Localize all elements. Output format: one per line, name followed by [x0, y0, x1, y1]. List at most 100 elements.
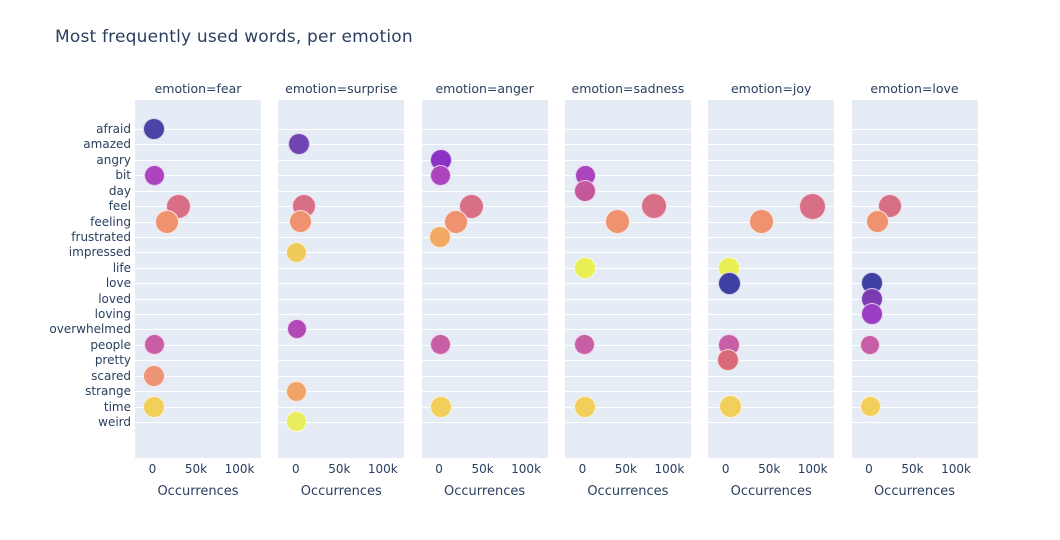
gridline	[564, 406, 691, 408]
gridline	[564, 129, 691, 130]
y-axis-label: feel	[108, 199, 131, 214]
data-point[interactable]	[640, 193, 667, 220]
gridline	[564, 175, 691, 177]
y-axis-label: frustrated	[71, 229, 131, 244]
gridline	[135, 190, 261, 192]
data-point[interactable]	[860, 303, 883, 326]
x-tick-label: 50k	[471, 462, 494, 476]
y-axis-label: weird	[98, 414, 131, 429]
data-point[interactable]	[428, 225, 451, 248]
gridline	[564, 252, 691, 254]
data-point[interactable]	[443, 209, 468, 234]
data-point[interactable]	[717, 349, 740, 372]
data-point[interactable]	[143, 395, 166, 418]
gridline	[135, 298, 261, 300]
gridline	[851, 298, 978, 300]
data-point[interactable]	[143, 334, 165, 356]
gridline	[421, 221, 548, 223]
gridline	[708, 298, 835, 300]
x-tick-label: 0	[865, 462, 873, 476]
gridline	[851, 267, 978, 269]
gridline	[564, 236, 691, 238]
gridline	[708, 421, 835, 423]
gridline	[135, 329, 261, 331]
gridline	[851, 236, 978, 238]
data-point[interactable]	[288, 210, 312, 234]
x-tick-label: 100k	[511, 462, 542, 476]
data-point[interactable]	[430, 334, 452, 356]
data-point[interactable]	[286, 241, 308, 263]
data-point[interactable]	[799, 192, 827, 220]
y-axis-label: loved	[98, 291, 131, 306]
gridline	[851, 360, 978, 362]
data-point[interactable]	[718, 395, 742, 419]
gridline	[278, 344, 405, 346]
gridline	[708, 406, 835, 408]
data-point[interactable]	[288, 133, 311, 156]
data-point[interactable]	[143, 164, 165, 186]
y-axis-label: pretty	[94, 353, 131, 368]
gridline	[421, 406, 548, 408]
y-axis-label: feeling	[90, 214, 131, 229]
x-tick-label: 50k	[328, 462, 351, 476]
gridline	[135, 175, 261, 177]
gridline	[421, 267, 548, 269]
data-point[interactable]	[574, 395, 596, 418]
data-point[interactable]	[604, 209, 630, 235]
gridline	[278, 175, 405, 177]
gridline	[564, 360, 691, 362]
gridline	[851, 129, 978, 130]
x-tick-label: 0	[291, 462, 300, 476]
data-point[interactable]	[143, 118, 166, 140]
gridline	[278, 421, 405, 423]
gridline	[278, 391, 405, 393]
gridline	[278, 283, 405, 285]
gridline	[851, 221, 978, 223]
gridline	[135, 344, 261, 346]
gridline	[851, 344, 978, 346]
gridline	[564, 314, 691, 316]
facet-header: emotion=surprise	[285, 81, 398, 96]
gridline	[421, 391, 548, 393]
gridline	[421, 129, 548, 130]
data-point[interactable]	[573, 334, 595, 356]
data-point[interactable]	[286, 411, 308, 433]
gridline	[708, 159, 835, 161]
data-point[interactable]	[143, 364, 166, 387]
data-point[interactable]	[574, 256, 596, 279]
data-point[interactable]	[429, 395, 452, 418]
gridline	[564, 190, 691, 192]
y-axis-label: love	[105, 276, 131, 291]
gridline	[278, 144, 405, 146]
data-point[interactable]	[286, 319, 307, 340]
gridline	[135, 375, 261, 377]
gridline	[278, 159, 405, 161]
data-point[interactable]	[859, 334, 880, 355]
data-point[interactable]	[748, 209, 774, 235]
data-point[interactable]	[860, 396, 882, 418]
x-tick-label: 0	[148, 462, 157, 476]
gridline	[278, 236, 405, 238]
gridline	[708, 329, 835, 331]
data-point[interactable]	[286, 380, 308, 402]
x-axis-title: Occurrences	[730, 484, 812, 499]
facet-header: emotion=love	[870, 81, 959, 96]
gridline	[708, 252, 835, 254]
gridline	[278, 360, 405, 362]
data-point[interactable]	[155, 209, 180, 234]
x-axis-title: Occurrences	[587, 484, 669, 499]
facet-panel	[135, 100, 261, 458]
data-point[interactable]	[866, 210, 890, 234]
gridline	[708, 391, 835, 393]
gridline	[851, 406, 978, 408]
y-axis-label: angry	[96, 152, 131, 167]
data-point[interactable]	[430, 164, 452, 186]
facet-header: emotion=joy	[730, 81, 812, 96]
facet-panel	[708, 100, 835, 458]
data-point[interactable]	[574, 179, 596, 202]
data-point[interactable]	[717, 271, 741, 295]
gridline	[708, 175, 835, 177]
gridline	[708, 190, 835, 192]
gridline	[421, 236, 548, 238]
